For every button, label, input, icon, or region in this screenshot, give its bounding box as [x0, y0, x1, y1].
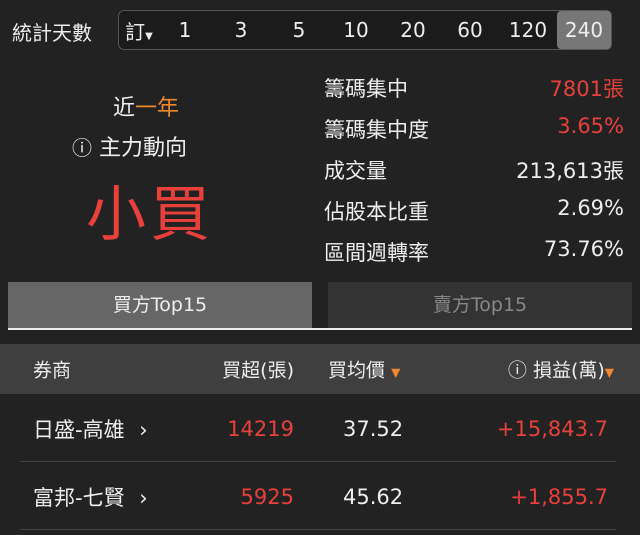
days-option-3[interactable]: 3 [234, 18, 248, 42]
profit-loss: +15,843.7 [496, 417, 608, 441]
stat-value: 7801張 [549, 77, 624, 101]
header-broker: 券商 [33, 359, 72, 382]
stat-value: 213,613張 [516, 159, 624, 183]
main-force-text: 主力動向 [99, 136, 188, 161]
days-option-10[interactable]: 10 [343, 18, 369, 42]
stat-row: 區間週轉率 73.76% [324, 237, 624, 267]
days-segmented-control[interactable]: 訂▼ 1 3 5 10 20 60 120 240 [118, 10, 612, 50]
net-buy: 14219 [227, 417, 294, 441]
days-option-120[interactable]: 120 [508, 18, 548, 42]
sort-caret-icon: ▼ [391, 365, 401, 380]
table-row[interactable]: 日盛-高雄 › 14219 37.52 +15,843.7 [0, 395, 640, 463]
custom-days-dropdown[interactable]: 訂▼ [119, 16, 159, 45]
table-header: 券商 買超(張) 買均價 ▼ ⓘ 損益(萬)▼ [0, 344, 640, 394]
stat-value: 73.76% [543, 237, 624, 261]
info-icon[interactable]: ⓘ [507, 359, 527, 382]
header-avg-price[interactable]: 買均價 ▼ [328, 356, 400, 383]
stat-label: 籌碼集中 [324, 77, 408, 101]
tab-buyers[interactable]: 買方Top15 [8, 282, 312, 328]
broker-name[interactable]: 日盛-高雄 › [33, 414, 148, 444]
tab-sellers[interactable]: 賣方Top15 [328, 282, 632, 328]
period-prefix: 近 [113, 96, 136, 121]
header-net-buy: 買超(張) [222, 359, 294, 382]
chevron-right-icon: › [139, 418, 148, 442]
caret-down-icon: ▼ [145, 30, 153, 42]
stat-row: 籌碼集中度 3.65% [324, 114, 624, 144]
row-divider [20, 461, 616, 462]
info-icon[interactable]: ⓘ [72, 136, 92, 160]
profit-loss: +1,855.7 [510, 485, 608, 509]
broker-label: 日盛-高雄 [33, 418, 125, 442]
days-option-240[interactable]: 240 [557, 11, 611, 49]
stat-value: 3.65% [557, 114, 624, 138]
sort-caret-icon: ▼ [604, 365, 614, 380]
days-option-60[interactable]: 60 [457, 18, 483, 42]
custom-label: 訂 [125, 19, 146, 44]
period-label: 近一年 [113, 90, 179, 122]
stat-row: 成交量 213,613張 [324, 155, 624, 185]
stat-row: 籌碼集中 7801張 [324, 73, 624, 103]
broker-name[interactable]: 富邦-七賢 › [33, 482, 148, 512]
period-value: 一年 [135, 96, 180, 121]
days-option-5[interactable]: 5 [292, 18, 306, 42]
stat-label: 佔股本比重 [324, 200, 429, 224]
net-buy: 5925 [240, 485, 294, 509]
stat-label: 成交量 [324, 159, 387, 183]
main-force-value: 小買 [86, 180, 214, 250]
days-option-1[interactable]: 1 [178, 18, 192, 42]
row-divider [20, 529, 616, 530]
avg-price: 37.52 [343, 417, 404, 441]
stat-row: 佔股本比重 2.69% [324, 196, 624, 226]
table-row[interactable]: 富邦-七賢 › 5925 45.62 +1,855.7 [0, 463, 640, 531]
header-pl-label: 損益(萬) [532, 359, 605, 382]
stat-label: 區間週轉率 [324, 241, 429, 265]
stat-label: 籌碼集中度 [324, 118, 429, 142]
avg-price: 45.62 [343, 485, 404, 509]
header-avg-price-label: 買均價 [328, 359, 386, 382]
stat-value: 2.69% [557, 196, 624, 220]
header-profit-loss[interactable]: ⓘ 損益(萬)▼ [508, 356, 614, 383]
days-option-20[interactable]: 20 [400, 18, 426, 42]
main-force-label[interactable]: ⓘ 主力動向 [72, 130, 187, 162]
broker-label: 富邦-七賢 [33, 486, 125, 510]
filter-label: 統計天數 [12, 21, 92, 45]
tab-underline [8, 328, 632, 330]
chevron-right-icon: › [139, 486, 148, 510]
